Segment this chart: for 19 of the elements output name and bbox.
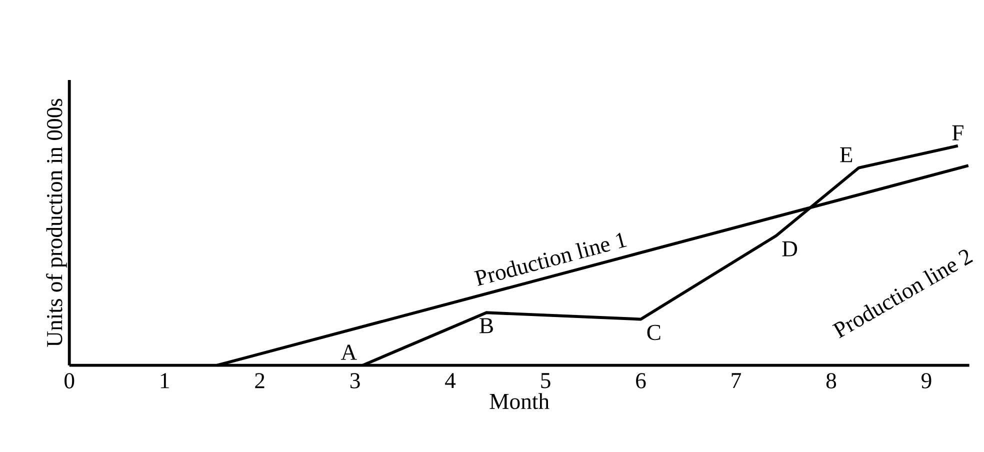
x-tick-label: 9 xyxy=(922,373,932,388)
x-axis-title: Month xyxy=(490,393,550,410)
text: Production line 1 xyxy=(474,232,627,286)
annotation: A xyxy=(340,344,357,360)
x-tick-label: 6 xyxy=(636,373,646,388)
x-tick-label: 1 xyxy=(160,373,169,388)
x-tick-label: 5 xyxy=(541,373,550,388)
annotation: C xyxy=(647,324,660,340)
annotation: F xyxy=(952,125,964,140)
x-tick-label: 3 xyxy=(350,373,360,388)
y-axis-title: Units of production in 000s xyxy=(46,98,67,347)
x-tick-label: 4 xyxy=(445,373,456,388)
x-tick-label: 7 xyxy=(732,373,742,388)
annotation: B xyxy=(480,318,493,334)
annotation: E xyxy=(840,147,852,162)
x-tick-label: 2 xyxy=(255,373,264,388)
x-tick-label: 0 xyxy=(64,373,74,388)
x-tick-label: 8 xyxy=(826,373,836,388)
annotation: D xyxy=(782,241,798,256)
